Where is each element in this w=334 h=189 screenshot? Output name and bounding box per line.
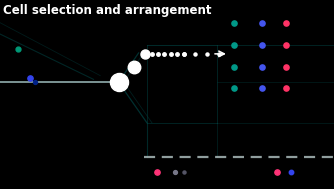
Text: Cell selection and arrangement: Cell selection and arrangement: [3, 4, 212, 17]
